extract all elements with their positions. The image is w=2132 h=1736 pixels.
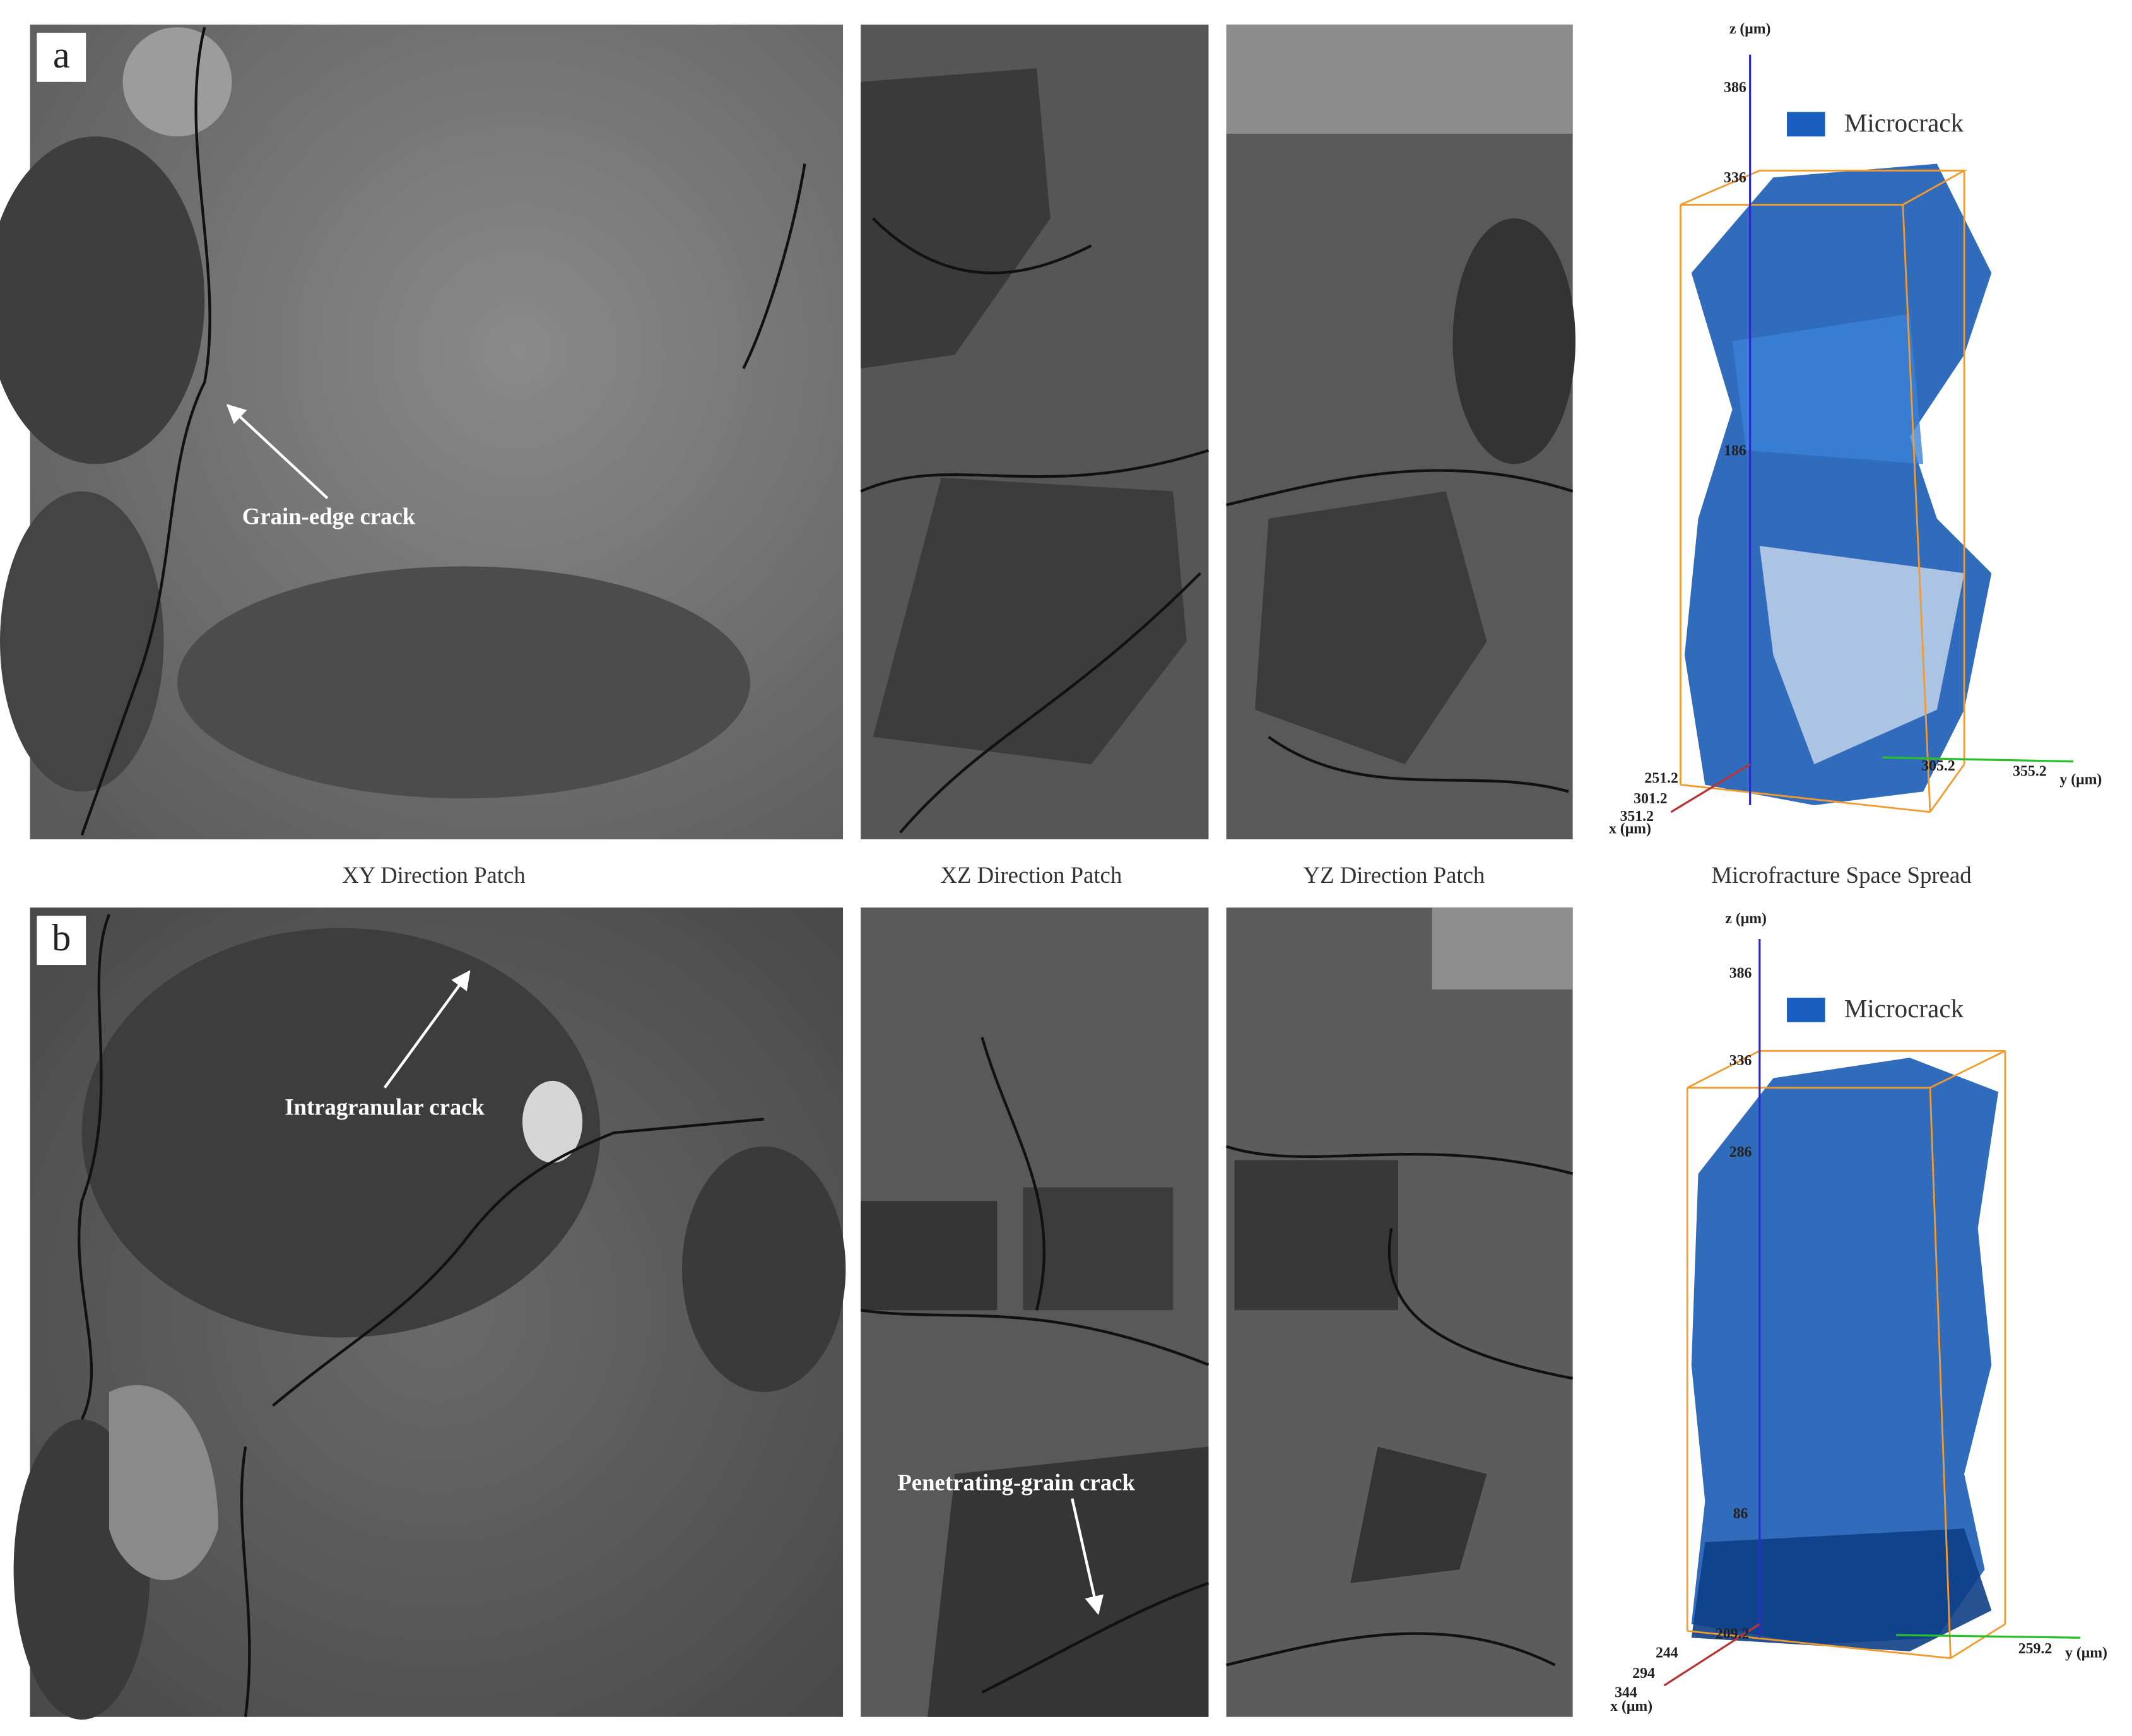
z-tick-label: 386 (1724, 80, 1746, 96)
panel-label: a (53, 34, 70, 76)
z-tick-label: 386 (1729, 965, 1752, 982)
panel-label-box (37, 916, 86, 965)
z-tick-label: 286 (1729, 1144, 1752, 1160)
y-tick-label: 209.2 (1716, 1626, 1749, 1642)
legend-swatch (1787, 997, 1825, 1022)
z-tick-label: 336 (1724, 170, 1746, 186)
legend-label: Microcrack (1844, 108, 1964, 137)
z-tick-label: 186 (1724, 442, 1746, 459)
annotation: Penetrating-grain crack (897, 1469, 1135, 1495)
plot-3d-a: z (μm) 386 336 186 Microcrack 305.2 355.… (1609, 21, 2102, 837)
x-tick-label: 301.2 (1634, 791, 1667, 807)
panel-label-box (37, 32, 86, 82)
x-axis-label: x (μm) (1609, 820, 1651, 837)
arrow (226, 404, 329, 499)
y-tick-label: 355.2 (2013, 764, 2046, 780)
caption: Microfracture Space Spread (1711, 862, 1971, 888)
x-tick-label: 344 (1615, 1684, 1637, 1701)
caption: XY Direction Patch (342, 862, 525, 888)
xz-patch-b (860, 907, 1210, 1717)
arrow (383, 970, 471, 1089)
x-tick-label: 244 (1656, 1645, 1678, 1662)
legend-swatch (1787, 112, 1825, 137)
xz-patch-a (860, 24, 1210, 840)
z-tick-label: 86 (1733, 1506, 1748, 1522)
z-axis-label: z (μm) (1725, 911, 1767, 927)
legend-label: Microcrack (1844, 994, 1964, 1023)
z-axis-label: z (μm) (1729, 21, 1771, 37)
x-axis-label: x (μm) (1610, 1698, 1652, 1715)
y-axis-label: y (μm) (2065, 1645, 2107, 1662)
xy-patch-a (0, 24, 844, 840)
yz-patch-a (1226, 24, 1575, 840)
y-tick-label: 305.2 (1921, 758, 1955, 774)
y-tick-label: 259.2 (2018, 1641, 2052, 1657)
annotation: Intragranular crack (285, 1094, 485, 1120)
x-tick-label: 251.2 (1644, 770, 1678, 786)
x-tick-label: 294 (1632, 1665, 1655, 1682)
xy-patch-b (13, 907, 846, 1720)
yz-patch-b (1225, 907, 1574, 1717)
plot-3d-b: z (μm) 386 336 286 86 Microcrack 209.2 2… (1610, 911, 2107, 1715)
arrow (1071, 1498, 1104, 1615)
x-tick-label: 351.2 (1620, 808, 1654, 825)
y-axis-label: y (μm) (2059, 772, 2102, 788)
panel-label: b (52, 917, 71, 959)
caption: YZ Direction Patch (1304, 862, 1485, 888)
annotation: Grain-edge crack (242, 503, 416, 529)
z-tick-label: 336 (1729, 1053, 1752, 1069)
caption: XZ Direction Patch (941, 862, 1122, 888)
